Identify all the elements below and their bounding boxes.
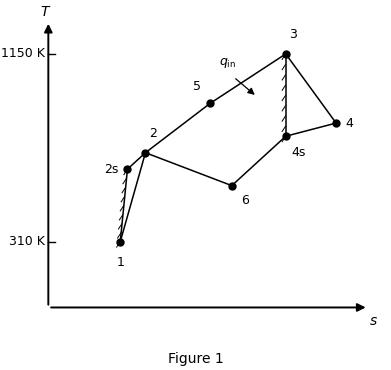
Text: 2s: 2s <box>104 163 118 176</box>
Text: 6: 6 <box>241 194 249 207</box>
Text: $q_{\mathrm{in}}$: $q_{\mathrm{in}}$ <box>219 56 236 70</box>
Text: 4: 4 <box>345 117 353 130</box>
Text: 1150 K: 1150 K <box>1 47 45 60</box>
Text: T: T <box>41 5 49 19</box>
Text: 310 K: 310 K <box>9 235 45 248</box>
Text: 1: 1 <box>117 256 124 269</box>
Text: 2: 2 <box>149 127 157 139</box>
Text: Figure 1: Figure 1 <box>168 352 223 366</box>
Text: 5: 5 <box>193 80 201 93</box>
Text: 3: 3 <box>289 28 297 41</box>
Text: s: s <box>370 314 378 328</box>
Text: 4s: 4s <box>291 146 305 159</box>
